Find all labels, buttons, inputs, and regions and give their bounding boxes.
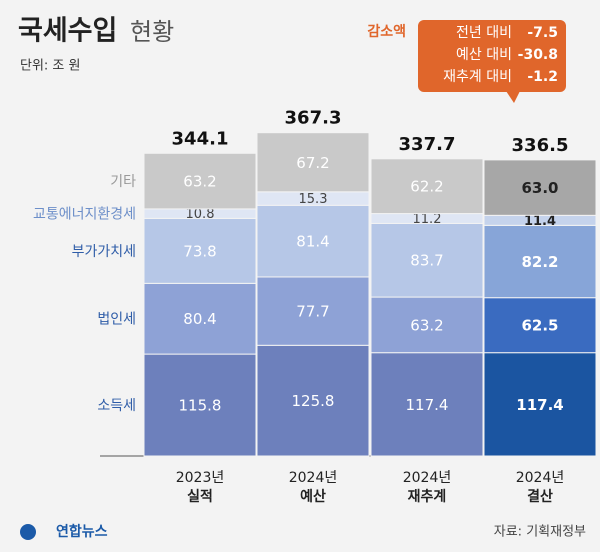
callout-row-label: 전년 대비 [456,25,512,41]
value-label: 82.2 [521,253,558,271]
value-label: 11.4 [524,214,556,229]
value-label: 117.4 [516,396,563,414]
x-tick-label: 재추계 [408,489,447,505]
bar-segment [483,297,597,354]
bar-segment [370,352,484,457]
series-label: 기타 [110,174,136,190]
x-tick-label: 실적 [187,488,213,505]
bar-segment [370,222,484,298]
value-label: 15.3 [299,192,328,207]
logo-icon [20,524,36,540]
bar-segment [370,296,484,354]
total-label: 337.7 [399,134,456,155]
series-label: 부가가치세 [72,244,136,260]
total-label: 367.3 [285,108,342,129]
x-year-label: 2023년 [176,470,225,486]
bar-segment [483,352,597,457]
bar-segment [256,204,370,278]
total-label: 336.5 [512,135,569,156]
x-tick-label: 예산 [300,488,326,505]
x-year-label: 2024년 [516,470,565,486]
value-label: 63.2 [410,316,443,334]
series-label: 교통에너지환경세 [33,207,136,223]
callout-row-value: -7.5 [527,25,558,41]
callout-pointer [506,91,520,103]
series-label: 소득세 [97,398,136,414]
value-label: 63.2 [183,173,216,191]
source: 자료: 기획재정부 [494,525,586,540]
bar-segment [256,132,370,193]
callout-row-value: -30.8 [518,47,558,63]
x-year-label: 2024년 [289,470,338,486]
bar-segment [483,224,597,299]
callout-row-value: -1.2 [527,69,558,85]
callout-row-label: 예산 대비 [456,47,512,63]
callout-row-label: 재추계 대비 [443,69,512,85]
value-label: 83.7 [410,252,443,270]
value-label: 81.4 [296,233,329,251]
value-label: 125.8 [292,392,335,410]
bar-segment [256,276,370,346]
x-tick-label: 결산 [527,488,553,505]
bar-segment [483,159,597,216]
value-label: 10.8 [186,207,215,222]
x-year-label: 2024년 [403,470,452,486]
value-label: 67.2 [296,154,329,172]
bar-segment [370,158,484,215]
chart-title: 국세수입 [18,16,117,47]
callout-title: 감소액 [367,23,406,40]
unit-label: 단위: 조 원 [20,59,81,74]
total-label: 344.1 [172,128,229,149]
value-label: 62.2 [410,178,443,196]
bar-segment [143,282,257,355]
bar-segment [143,217,257,284]
value-label: 80.4 [183,310,216,328]
value-label: 115.8 [179,397,222,415]
value-label: 73.8 [183,242,216,260]
value-label: 117.4 [406,396,449,414]
value-label: 63.0 [521,179,558,197]
bar-segment [256,344,370,457]
logo: 연합뉴스 [56,523,108,540]
chart-title-suffix: 현황 [130,18,174,46]
bar-segment [143,353,257,457]
value-label: 62.5 [521,317,558,335]
value-label: 11.2 [413,212,442,227]
value-label: 77.7 [296,303,329,321]
bar-segment [143,152,257,210]
series-label: 법인세 [97,312,136,328]
callout-box [418,20,566,92]
